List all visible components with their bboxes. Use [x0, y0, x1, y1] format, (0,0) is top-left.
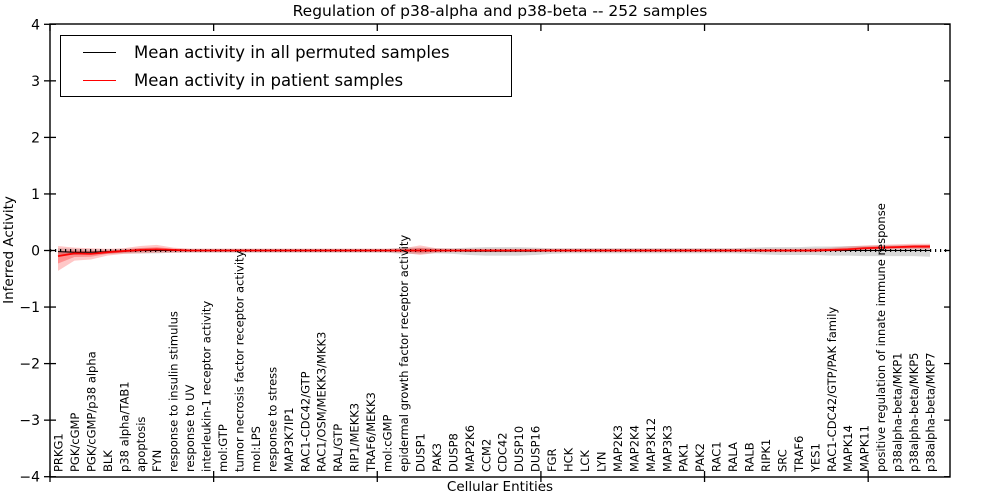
- category-label: RALB: [743, 442, 757, 472]
- category-label: p38alpha-beta/MKP1: [891, 353, 905, 472]
- category-label: FGR: [545, 448, 559, 472]
- category-label: RAC1-CDC42/GTP: [298, 371, 312, 472]
- category-label: PGK/cGMP: [68, 413, 82, 472]
- category-label: apoptosis: [134, 417, 148, 472]
- category-label: RIPK1: [759, 439, 773, 472]
- category-label: MAP3K3: [660, 425, 674, 472]
- category-label: LCK: [578, 450, 592, 472]
- category-label: response to UV: [183, 384, 197, 472]
- x-axis-label: Cellular Entities: [447, 479, 553, 495]
- category-label: PAK1: [677, 443, 691, 472]
- category-label: HCK: [562, 447, 576, 472]
- legend-line-sample-patient: [83, 79, 116, 81]
- category-label: CCM2: [479, 439, 493, 472]
- category-label: DUSP1: [413, 433, 427, 472]
- category-label: p38alpha-beta/MKP5: [907, 353, 921, 472]
- legend-item-permuted: Mean activity in all permuted samples: [61, 38, 511, 66]
- chart-title: Regulation of p38-alpha and p38-beta -- …: [293, 2, 708, 20]
- category-label: RAL/GTP: [331, 424, 345, 472]
- category-label: response to stress: [265, 367, 279, 472]
- category-label: DUSP8: [446, 433, 460, 472]
- category-label: LYN: [594, 451, 608, 472]
- category-label: tumor necrosis factor receptor activity: [232, 250, 246, 472]
- legend-item-patient: Mean activity in patient samples: [61, 66, 511, 94]
- y-axis-label: Inferred Activity: [1, 196, 17, 304]
- category-label: mol:GTP: [216, 424, 230, 472]
- category-label: PGK/cGMP/p38 alpha: [84, 351, 98, 472]
- plot-layer: −4 −3 −2 −1 0 1 2 3 4 PRKG1 PGK/cGMP PGK/cGMP/p38 a…: [19, 17, 951, 486]
- legend-item-label: Mean activity in patient samples: [134, 70, 404, 90]
- category-label: MAP3K7IP1: [282, 407, 296, 472]
- category-label: PAK2: [693, 443, 707, 472]
- y-tick-label: 0: [31, 244, 40, 260]
- category-label: RAC1: [710, 441, 724, 472]
- category-label: MAPK11: [858, 425, 872, 472]
- y-tick-label: −4: [19, 470, 40, 486]
- category-label: DUSP16: [529, 426, 543, 472]
- legend-item-label: Mean activity in all permuted samples: [134, 42, 450, 62]
- y-tick-label: 4: [31, 17, 40, 33]
- category-label: TRAF6/MEKK3: [364, 392, 378, 473]
- y-tick-label: −1: [19, 300, 40, 316]
- category-label: SRC: [775, 449, 789, 472]
- category-label: CDC42: [496, 432, 510, 472]
- category-label: p38 alpha/TAB1: [117, 381, 131, 472]
- y-tick-label: 3: [31, 74, 40, 90]
- y-tick-label: 2: [31, 130, 40, 146]
- y-tick-label: −2: [19, 357, 40, 373]
- category-label: epidermal growth factor receptor activit…: [397, 235, 411, 472]
- category-label: positive regulation of innate immune res…: [874, 203, 888, 472]
- category-label: mol:cGMP: [381, 415, 395, 472]
- y-tick-label: 1: [31, 187, 40, 203]
- category-label: response to insulin stimulus: [167, 311, 181, 472]
- category-label: MAP3K12: [644, 418, 658, 472]
- category-label: MAP2K4: [627, 425, 641, 472]
- category-label: RAC1/OSM/MEKK3/MKK3: [315, 332, 329, 472]
- category-label: RIP1/MEKK3: [348, 403, 362, 472]
- category-label: BLK: [101, 450, 115, 472]
- legend: Mean activity in all permuted samples Me…: [60, 35, 512, 97]
- category-label: p38alpha-beta/MKP7: [924, 353, 938, 472]
- category-label: YES1: [808, 443, 822, 473]
- legend-line-sample-permuted: [83, 51, 116, 53]
- category-label: interleukin-1 receptor activity: [200, 301, 214, 472]
- patient-mean-line: [57, 245, 930, 258]
- category-label: PRKG1: [52, 433, 66, 472]
- category-label: DUSP10: [512, 426, 526, 472]
- category-label: MAP2K6: [463, 425, 477, 472]
- category-label: TRAF6: [792, 436, 806, 473]
- y-tick-label: −3: [19, 413, 40, 429]
- category-label: MAPK14: [841, 425, 855, 472]
- category-label: PAK3: [430, 443, 444, 472]
- category-label: RALA: [726, 442, 740, 472]
- category-label: RAC1-CDC42/GTP/PAK family: [825, 307, 839, 472]
- category-label: mol:LPS: [249, 426, 263, 472]
- category-label: MAP2K3: [611, 425, 625, 472]
- category-label: FYN: [150, 450, 164, 472]
